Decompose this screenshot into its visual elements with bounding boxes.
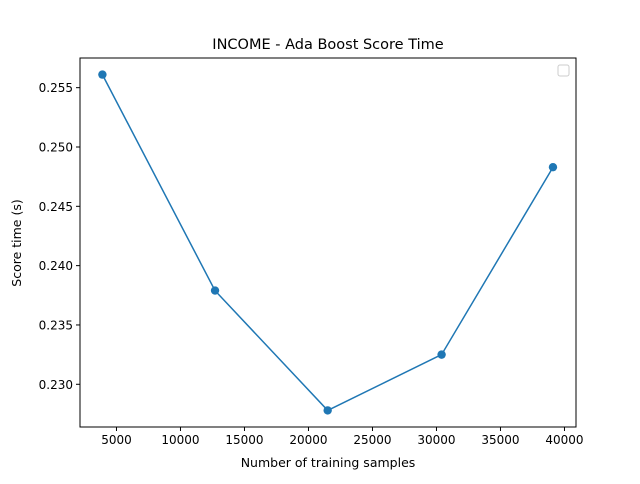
data-point — [210, 286, 220, 295]
x-tick-label: 10000 — [161, 433, 199, 447]
x-axis-label: Number of training samples — [241, 455, 416, 470]
legend-box — [557, 64, 570, 77]
y-tick-label: 0.250 — [39, 140, 73, 154]
x-tick-label: 30000 — [417, 433, 455, 447]
data-point — [323, 406, 332, 415]
y-tick-label: 0.255 — [39, 81, 73, 95]
x-tick-label: 20000 — [289, 433, 327, 447]
x-tick-label: 40000 — [545, 433, 583, 447]
x-tick-label: 25000 — [353, 433, 391, 447]
x-tick-label: 15000 — [225, 433, 263, 447]
x-tick-label: 5000 — [101, 433, 132, 447]
x-ticks: 5000 10000 15000 20000 25000 30000 35000 40000 — [101, 427, 584, 447]
y-tick-label: 0.235 — [39, 318, 73, 332]
y-tick-label: 0.230 — [39, 378, 73, 392]
data-point — [437, 350, 446, 359]
y-axis-label: Score time (s) — [9, 199, 24, 286]
y-tick-label: 0.245 — [39, 200, 73, 214]
chart-title: INCOME - Ada Boost Score Time — [212, 37, 443, 53]
plot-area-frame — [79, 57, 577, 428]
y-tick-label: 0.240 — [39, 259, 73, 273]
y-ticks: 0.230 0.235 0.240 0.245 0.250 0.255 — [39, 81, 80, 392]
series-layer — [98, 70, 558, 415]
x-tick-label: 35000 — [481, 433, 519, 447]
data-point — [548, 162, 558, 172]
data-point — [98, 70, 107, 79]
